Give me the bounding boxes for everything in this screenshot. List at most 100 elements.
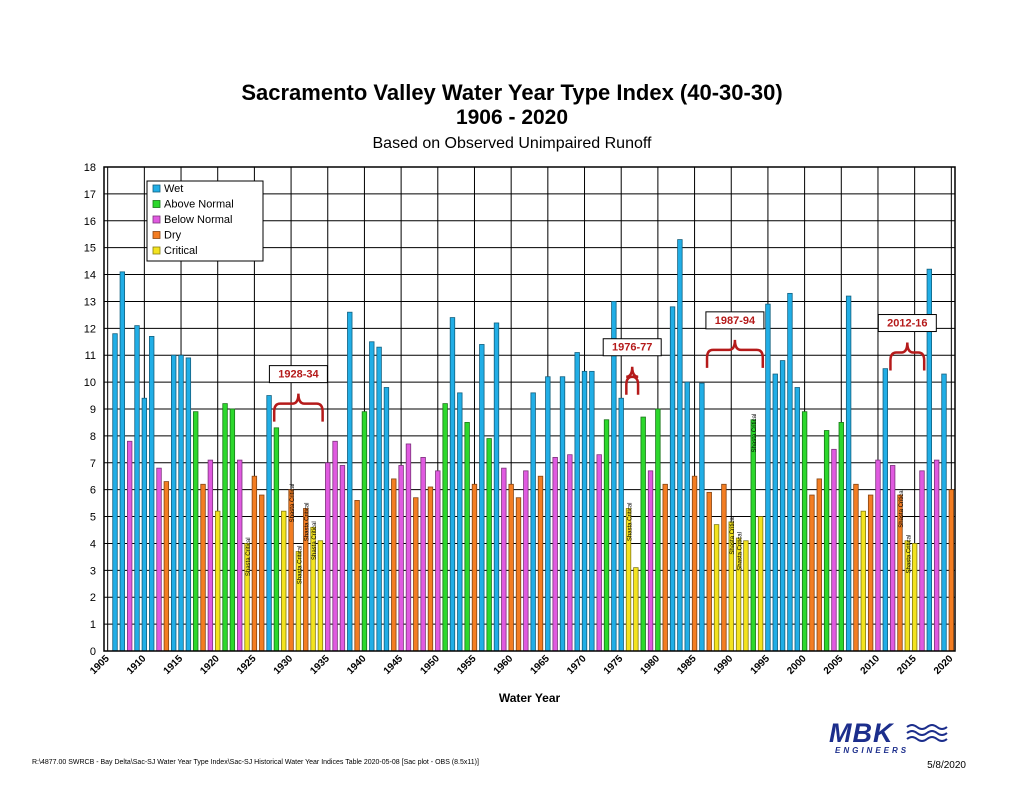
bar-1923 xyxy=(237,459,243,652)
bar-2006 xyxy=(845,295,852,652)
bar-1971 xyxy=(589,370,595,652)
y-tick-label: 17 xyxy=(84,189,96,201)
bar-1992 xyxy=(743,540,749,652)
x-tick-label: 1910 xyxy=(125,653,149,677)
x-tick-label: 1990 xyxy=(712,653,736,677)
legend-label-below-normal: Below Normal xyxy=(164,214,232,226)
y-tick-label: 13 xyxy=(84,296,96,308)
bar-1996 xyxy=(772,373,778,652)
bar-1938 xyxy=(347,311,353,652)
bar-1958 xyxy=(493,322,500,652)
legend-label-above-normal: Above Normal xyxy=(164,199,234,211)
bar-1944 xyxy=(391,478,397,652)
bar-2009 xyxy=(867,494,874,652)
bar-1993 xyxy=(750,419,756,652)
bar-1926 xyxy=(259,494,265,652)
x-tick-label: 1940 xyxy=(345,653,369,677)
wave-logo-icon xyxy=(906,724,948,742)
bar-1945 xyxy=(398,465,404,652)
bar-1960 xyxy=(508,483,514,652)
x-tick-label: 1955 xyxy=(455,653,479,677)
bar-1935 xyxy=(325,462,331,652)
bar-2016 xyxy=(919,470,925,652)
bar-1949 xyxy=(427,486,434,652)
bar-2005 xyxy=(838,422,844,652)
legend-swatch-above-normal xyxy=(152,200,161,208)
bar-1985 xyxy=(691,475,698,652)
drought-label-1928-34: 1928-34 xyxy=(278,369,319,381)
x-tick-label: 2020 xyxy=(932,653,956,677)
bar-1978 xyxy=(640,416,646,652)
y-tick-label: 12 xyxy=(84,323,96,335)
bar-2011 xyxy=(882,368,888,652)
y-tick-label: 3 xyxy=(90,565,96,577)
x-tick-label: 2015 xyxy=(895,653,919,677)
bar-1997 xyxy=(779,360,786,652)
shasta-critical-label: Shasta Critical xyxy=(246,537,252,576)
bar-2018 xyxy=(933,459,940,652)
shasta-critical-label: Shasta Critical xyxy=(297,546,303,585)
bar-1913 xyxy=(163,481,170,652)
y-tick-label: 8 xyxy=(90,431,96,443)
x-tick-label: 1970 xyxy=(565,653,589,677)
bar-1968 xyxy=(567,454,573,652)
bar-1948 xyxy=(420,456,426,652)
legend-swatch-wet xyxy=(152,184,161,193)
x-tick-label: 1995 xyxy=(749,653,773,677)
logo: MBK xyxy=(829,718,894,748)
bar-1920 xyxy=(215,510,221,652)
legend-label-critical: Critical xyxy=(164,245,198,257)
chart-note: Based on Observed Unimpaired Runoff xyxy=(372,135,652,152)
bar-2020 xyxy=(948,489,955,652)
bar-1979 xyxy=(647,470,654,652)
chart-title: Sacramento Valley Water Year Type Index … xyxy=(241,80,783,105)
bar-1915 xyxy=(178,354,184,652)
bar-1962 xyxy=(523,470,529,652)
drought-label-1987-94: 1987-94 xyxy=(715,315,756,327)
bar-1951 xyxy=(442,403,448,652)
bar-2002 xyxy=(816,478,822,652)
bar-1919 xyxy=(207,459,214,652)
x-tick-label: 1915 xyxy=(162,653,186,677)
y-tick-label: 6 xyxy=(90,485,96,497)
x-tick-label: 1950 xyxy=(418,653,442,677)
bar-1909 xyxy=(134,325,140,652)
x-tick-label: 2000 xyxy=(785,653,809,677)
bar-2003 xyxy=(823,430,830,652)
y-tick-label: 5 xyxy=(90,512,96,524)
bar-1965 xyxy=(545,376,551,652)
bar-1967 xyxy=(559,376,566,652)
legend-swatch-dry xyxy=(152,231,161,239)
bar-1986 xyxy=(699,382,705,652)
bar-1934 xyxy=(317,540,324,652)
x-axis-label: Water Year xyxy=(499,691,561,705)
bar-1906 xyxy=(112,333,118,652)
y-tick-label: 11 xyxy=(85,350,96,362)
bar-1936 xyxy=(332,440,338,652)
bar-1925 xyxy=(251,475,258,652)
x-tick-label: 2005 xyxy=(822,653,846,677)
drought-label-2012-16: 2012-16 xyxy=(887,318,927,330)
bar-1916 xyxy=(185,357,192,652)
shasta-critical-label: Shasta Critical xyxy=(312,521,318,560)
bar-1940 xyxy=(361,411,368,652)
bar-1972 xyxy=(596,454,602,652)
bar-1953 xyxy=(457,392,463,652)
bar-1907 xyxy=(119,271,126,652)
y-tick-label: 16 xyxy=(84,216,96,228)
bar-1922 xyxy=(229,408,236,652)
x-tick-label: 1960 xyxy=(492,653,516,677)
bar-2007 xyxy=(853,483,859,652)
bar-1963 xyxy=(530,392,536,652)
shasta-critical-label: Shasta Critical xyxy=(738,532,744,571)
bar-1973 xyxy=(603,419,610,652)
bar-1981 xyxy=(662,483,668,652)
x-tick-label: 1985 xyxy=(675,653,699,677)
x-tick-label: 2010 xyxy=(859,653,883,677)
shasta-critical-label: Shasta Critical xyxy=(899,489,905,528)
bar-1998 xyxy=(787,292,793,652)
bar-1927 xyxy=(266,395,272,652)
bar-1947 xyxy=(413,497,419,652)
shasta-critical-label: Shasta Critical xyxy=(730,516,736,555)
